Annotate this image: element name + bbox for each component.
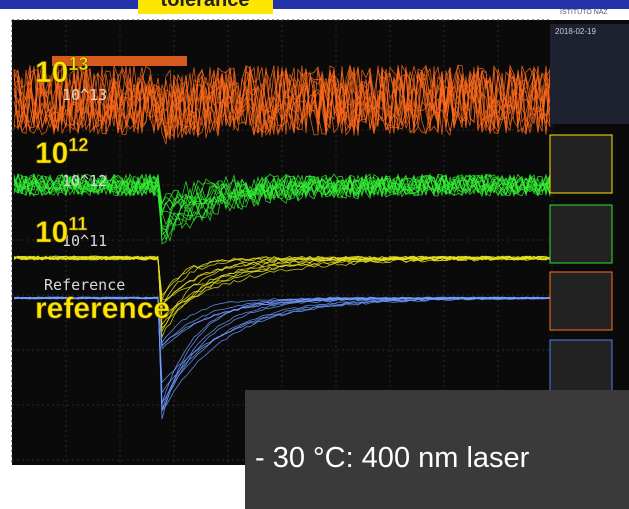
ch-box [550, 135, 612, 193]
scope-label: 10^13 [62, 86, 107, 104]
header-right: ISTITUTO NAZ [560, 9, 608, 16]
ch-box [550, 340, 612, 398]
caption: - 30 °C: 400 nm laser [255, 442, 530, 474]
ch-box [550, 272, 612, 330]
banner: tolerance [161, 0, 250, 11]
scope-label: 10^11 [62, 232, 107, 250]
ch-box [550, 205, 612, 263]
scope-label: 10^12 [62, 172, 107, 190]
top-band [0, 0, 629, 9]
timestamp: 2018-02-19 [555, 27, 596, 36]
slide: tolerance ISTITUTO NAZ 2018-02-19 10^13 … [0, 0, 629, 509]
side-panel [550, 24, 629, 124]
big-label: reference [35, 292, 170, 325]
